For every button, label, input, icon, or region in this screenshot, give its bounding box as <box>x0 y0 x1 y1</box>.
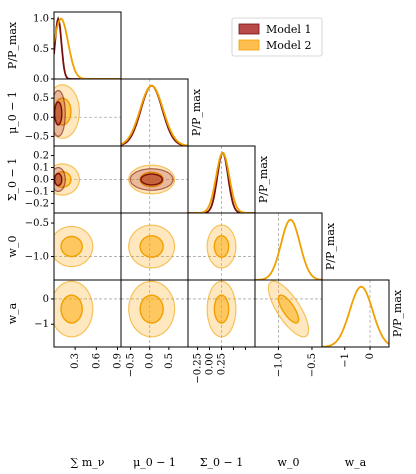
xtick-label: −0.25 <box>193 353 204 384</box>
marginal-line-2-wa <box>322 285 389 347</box>
ytick-label: 0 <box>43 294 49 305</box>
contour-1sigma-2 <box>60 235 83 258</box>
xtick-label: 0.6 <box>91 353 102 369</box>
panel-w0-wa <box>255 280 322 347</box>
panel-mu0-wa <box>121 280 188 347</box>
panel-mu0-sig0 <box>121 146 188 213</box>
ytick-label: 0.0 <box>33 112 49 123</box>
ytick-label: 0.5 <box>33 93 49 104</box>
row-label-w0: w_0 <box>6 236 19 258</box>
panel-mnu-wa <box>54 280 121 338</box>
marginal-ylabel: P/P_max <box>391 289 404 337</box>
marginal-line-1-mnu <box>54 16 121 79</box>
contour-1sigma-1 <box>54 172 63 187</box>
marginal-ytick-label: 0.5 <box>33 44 49 55</box>
ytick-label: −0.5 <box>25 218 49 229</box>
panel-frame <box>254 212 323 281</box>
marginal-ytick-label: 1.0 <box>33 14 49 25</box>
column-label-wa: w_a <box>345 456 367 469</box>
contour-1sigma-2 <box>60 294 83 324</box>
marginal-line-2-mu0 <box>121 84 188 146</box>
legend-label-model-2: Model 2 <box>266 39 311 52</box>
column-label-mnu: ∑ m_ν <box>71 456 105 469</box>
xtick-label: −0.5 <box>126 353 137 377</box>
legend-swatch-model-2 <box>238 39 260 51</box>
marginal-ylabel: P/P_max <box>324 222 337 270</box>
legend: Model 1 Model 2 <box>231 17 323 57</box>
xtick-label: −0.5 <box>307 353 318 377</box>
xtick-label: 0 <box>365 353 376 359</box>
contour-1sigma-2 <box>213 235 230 258</box>
legend-swatch-model-1 <box>238 23 260 35</box>
xtick-label: 0.9 <box>112 353 123 369</box>
xtick-label: 0.3 <box>70 353 81 369</box>
panel-frame <box>321 279 390 348</box>
panel-mnu-mnu <box>54 16 121 79</box>
marginal-line-1-mu0 <box>121 84 188 146</box>
row-label-wa: w_a <box>6 302 19 324</box>
legend-label-model-1: Model 1 <box>266 23 311 36</box>
panel-w0-w0 <box>255 213 322 280</box>
ytick-label: 0.0 <box>33 175 49 186</box>
marginal-ylabel: P/P_max <box>190 88 203 136</box>
column-label-w0: w_0 <box>278 456 300 469</box>
panel-mnu-mu0 <box>54 84 121 139</box>
panel-sig0-w0 <box>188 213 255 280</box>
panel-mu0-mu0 <box>121 79 188 146</box>
column-label-mu0: μ_0 − 1 <box>133 456 176 469</box>
marginal-ylabel: P/P_max <box>257 155 270 203</box>
xtick-label: 0.5 <box>164 353 175 369</box>
xtick-label: 0.00 <box>205 353 216 375</box>
contour-1sigma-1 <box>54 101 63 126</box>
marginal-line-2-w0 <box>255 218 322 280</box>
row-label-sig0: Σ_0 − 1 <box>6 158 19 201</box>
ytick-label: −0.2 <box>25 198 49 209</box>
panel-mu0-w0 <box>121 213 188 280</box>
xtick-label: 0.25 <box>217 353 228 375</box>
panel-mnu-sig0 <box>54 163 121 196</box>
ytick-label: 0.2 <box>33 151 49 162</box>
ytick-label: 0.1 <box>33 163 49 174</box>
contour-1sigma-1 <box>140 173 163 186</box>
panels-layer <box>53 11 390 348</box>
labels-layer: −0.50.00.5 P/P_max−0.2−0.10.00.10.2 P/P_ma… <box>6 14 404 469</box>
panel-sig0-sig0 <box>188 146 255 213</box>
marginal-ylabel-top: P/P_max <box>6 21 19 69</box>
ytick-label: −1.0 <box>25 252 49 263</box>
column-label-sig0: Σ_0 − 1 <box>200 456 243 469</box>
contour-1sigma-2 <box>139 235 164 258</box>
ytick-label: −1 <box>34 319 49 330</box>
xtick-label: 0.0 <box>145 353 156 369</box>
contour-1sigma-2 <box>139 294 164 324</box>
row-label-mu0: μ_0 − 1 <box>6 91 19 134</box>
panel-wa-wa <box>322 280 389 347</box>
ytick-label: −0.5 <box>25 131 49 142</box>
panel-sig0-wa <box>188 280 255 347</box>
panel-mnu-w0 <box>54 225 121 268</box>
ytick-label: −0.1 <box>25 186 49 197</box>
marginal-ytick-label: 0.0 <box>33 74 49 85</box>
contour-1sigma-2 <box>213 294 230 324</box>
xtick-label: −1.0 <box>273 353 284 377</box>
contour-1sigma-2 <box>277 294 300 324</box>
xtick-label: −1 <box>340 353 351 368</box>
